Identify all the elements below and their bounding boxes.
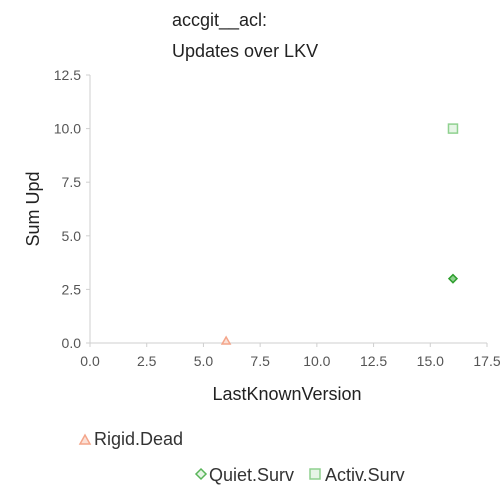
x-tick-label: 17.5	[473, 353, 500, 369]
y-axis-title: Sum Upd	[23, 171, 43, 246]
legend: Rigid.Dead Quiet.Surv Activ.Surv	[80, 429, 405, 485]
x-tick-label: 2.5	[137, 353, 157, 369]
x-tick-label: 10.0	[303, 353, 330, 369]
y-tick-label: 7.5	[62, 174, 82, 190]
y-tick-label: 10.0	[54, 121, 81, 137]
legend-diamond-marker	[196, 469, 206, 479]
point-activ-surv[interactable]	[448, 124, 457, 133]
data-points	[222, 124, 457, 344]
y-tick-label: 5.0	[62, 228, 82, 244]
x-tick-label: 0.0	[80, 353, 100, 369]
x-tick-label: 5.0	[194, 353, 214, 369]
legend-label-activ-surv: Activ.Surv	[325, 465, 405, 485]
y-tick-labels: 0.0 2.5 5.0 7.5 10.0 12.5	[54, 67, 90, 351]
y-tick-label: 2.5	[62, 281, 82, 297]
point-rigid-dead[interactable]	[222, 337, 230, 344]
y-tick-label: 0.0	[62, 335, 82, 351]
legend-label-quiet-surv: Quiet.Surv	[209, 465, 294, 485]
x-axis-title: LastKnownVersion	[212, 384, 361, 404]
legend-item-quiet-surv[interactable]: Quiet.Surv	[196, 465, 294, 485]
x-tick-label: 12.5	[360, 353, 387, 369]
legend-label-rigid-dead: Rigid.Dead	[94, 429, 183, 449]
chart-title-line-1: accgit__acl:	[172, 10, 267, 31]
x-tick-label: 15.0	[417, 353, 444, 369]
legend-square-marker	[310, 469, 320, 479]
y-tick-label: 12.5	[54, 67, 81, 83]
legend-item-activ-surv[interactable]: Activ.Surv	[310, 465, 405, 485]
legend-triangle-marker	[80, 435, 90, 444]
chart-title-line-2: Updates over LKV	[172, 41, 318, 61]
x-tick-label: 7.5	[250, 353, 270, 369]
legend-item-rigid-dead[interactable]: Rigid.Dead	[80, 429, 183, 449]
point-quiet-surv[interactable]	[449, 275, 457, 283]
x-tick-labels: 0.0 2.5 5.0 7.5 10.0 12.5 15.0 17.5	[80, 343, 500, 369]
